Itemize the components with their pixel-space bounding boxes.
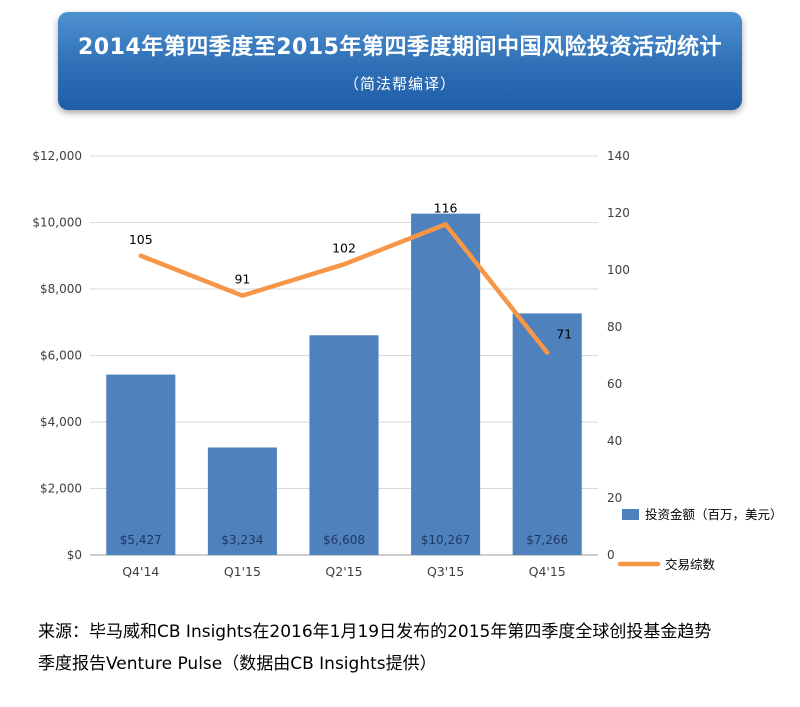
line-value-label: 105 [129, 232, 153, 247]
right-axis-tick-label: 80 [607, 320, 622, 334]
chart-title: 2014年第四季度至2015年第四季度期间中国风险投资活动统计 [78, 35, 722, 60]
bar-Q3'15 [411, 213, 481, 555]
line-value-label: 71 [556, 327, 572, 342]
line-value-label: 116 [434, 200, 458, 215]
chart-subtitle: （简法帮编译） [343, 75, 456, 93]
left-axis-tick-label: $2,000 [40, 482, 82, 496]
category-label: Q2'15 [325, 564, 362, 579]
source-line-1: 来源：毕马威和CB Insights在2016年1月19日发布的2015年第四季… [38, 622, 712, 642]
chart-area: $0 $2,000 $4,000 $6,000 $8,000 $10,000 $12,000… [0, 142, 800, 602]
left-axis-tick-label: $10,000 [32, 216, 82, 230]
right-axis-tick-label: 60 [607, 377, 622, 391]
bar-value-label: $3,234 [221, 533, 263, 547]
bar-Q4'14 [106, 374, 176, 555]
legend-line-label: 交易综数 [665, 557, 716, 572]
source-note: 来源：毕马威和CB Insights在2016年1月19日发布的2015年第四季… [38, 616, 800, 681]
bar-Q1'15 [207, 447, 277, 555]
bar-value-label: $5,427 [120, 533, 162, 547]
right-axis-tick-label: 100 [607, 263, 630, 277]
right-axis-tick-label: 140 [607, 149, 630, 163]
bar-Q2'15 [309, 335, 379, 555]
left-axis-tick-label: $8,000 [40, 282, 82, 296]
category-label: Q3'15 [427, 564, 464, 579]
left-axis-tick-label: $4,000 [40, 415, 82, 429]
title-banner: 2014年第四季度至2015年第四季度期间中国风险投资活动统计 （简法帮编译） [58, 12, 742, 110]
left-axis-tick-label: $0 [67, 548, 82, 562]
deal-count-line [138, 222, 550, 355]
legend-bar-label: 投资金额（百万，美元） [645, 507, 783, 522]
category-label: Q4'14 [122, 564, 159, 579]
bar-value-label: $6,608 [323, 533, 365, 547]
category-label: Q4'15 [529, 564, 566, 579]
right-axis-tick-label: 40 [607, 434, 622, 448]
right-axis-tick-label: 120 [607, 206, 630, 220]
legend-bar-swatch [622, 509, 639, 520]
combo-bar-line-chart: $0 $2,000 $4,000 $6,000 $8,000 $10,000 $12,000… [32, 149, 783, 579]
left-axis-tick-label: $6,000 [40, 349, 82, 363]
line-value-label: 102 [332, 240, 356, 255]
bar-value-label: $10,267 [421, 533, 471, 547]
left-axis-tick-label: $12,000 [32, 149, 82, 163]
right-axis-tick-label: 0 [607, 548, 615, 562]
source-line-2: 季度报告Venture Pulse（数据由CB Insights提供） [38, 654, 437, 675]
right-axis-tick-label: 20 [607, 491, 622, 505]
category-label: Q1'15 [224, 564, 261, 579]
bar-value-label: $7,266 [526, 533, 568, 547]
line-value-label: 91 [234, 272, 250, 287]
